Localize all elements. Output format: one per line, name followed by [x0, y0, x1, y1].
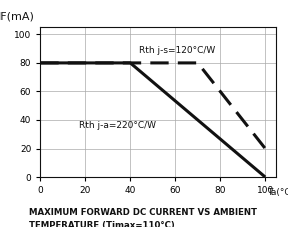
Text: TEMPERATURE (Tjmax=110°C): TEMPERATURE (Tjmax=110°C): [29, 221, 175, 227]
Text: Ta(°C): Ta(°C): [268, 188, 288, 197]
Text: Rth j-s=120°C/W: Rth j-s=120°C/W: [139, 46, 215, 54]
Text: Rth j-a=220°C/W: Rth j-a=220°C/W: [79, 121, 156, 130]
Text: MAXIMUM FORWARD DC CURRENT VS AMBIENT: MAXIMUM FORWARD DC CURRENT VS AMBIENT: [29, 208, 257, 217]
Text: IF(mA): IF(mA): [0, 11, 35, 21]
